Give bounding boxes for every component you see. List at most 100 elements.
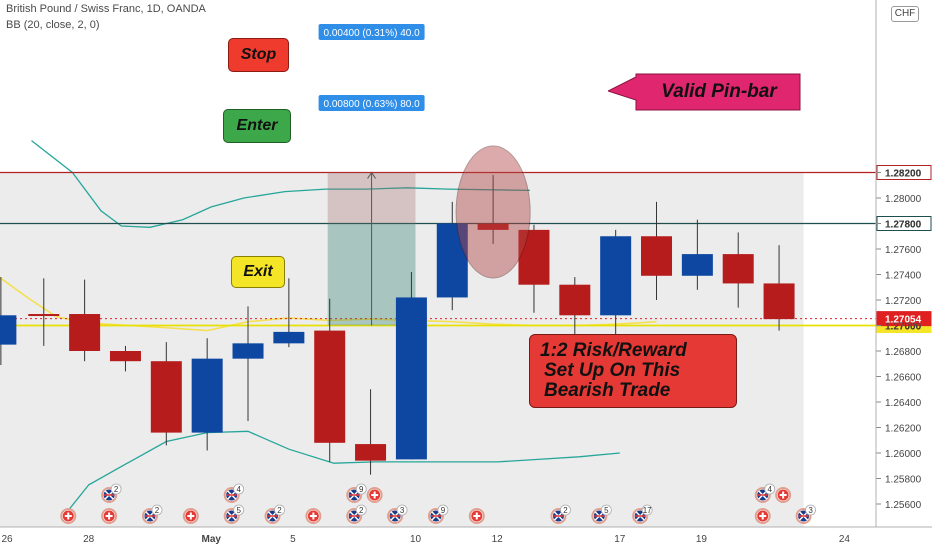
x-tick-label: 19 [696,534,708,545]
cross-horizontal [371,494,379,496]
candle-body[interactable] [191,358,223,433]
pinbar-highlight-ellipse [455,145,531,279]
event-count-text: 4 [767,485,772,494]
last-price-tag [876,311,932,327]
event-count-text: 2 [277,506,282,515]
event-count-badge [600,504,612,516]
event-count-badge [641,504,653,516]
x-tick-label: May [202,534,222,545]
y-tick-label: 1.25800 [885,475,922,486]
measure-label-text: 0.00400 (0.31%) 40.0 [323,28,420,39]
cross-horizontal [759,515,767,517]
x-tick-label: 24 [839,534,851,545]
risk-reward-note: 1:2 Risk/Reward Set Up On This Bearish T… [529,334,737,408]
y-tick-label: 1.27400 [885,271,922,282]
x-tick-label: 5 [290,534,296,545]
cross-horizontal [779,494,787,496]
measure-arrowhead [367,171,377,179]
cross-horizontal [105,515,113,517]
y-tick-label: 1.26400 [885,398,922,409]
event-count-text: 9 [359,485,364,494]
candle-body[interactable] [109,351,141,362]
event-count-text: 3 [400,506,405,515]
y-tick-label: 1.28000 [885,194,922,205]
candle-body[interactable] [232,343,264,359]
candle-body[interactable] [355,444,387,461]
event-count-text: 2 [114,485,119,494]
measure-label-box [318,24,425,40]
currency-badge[interactable]: CHF [891,6,919,22]
y-tick-label: 1.25600 [885,500,922,511]
candle-body[interactable] [763,283,795,320]
bb-upper-band [31,140,530,228]
candle-body[interactable] [314,330,346,443]
event-count-badge [355,483,367,495]
event-count-text: 3 [808,506,813,515]
stop-label: Stop [228,38,289,72]
x-tick-label: 28 [83,534,95,545]
event-count-text: 2 [359,506,364,515]
y-tick-label: 1.27600 [885,245,922,256]
candle-body[interactable] [477,223,509,230]
last-price-label: 1.27054 [885,315,922,326]
candle-body[interactable] [28,314,60,317]
event-count-badge [764,483,776,495]
candle-body[interactable] [681,254,713,276]
candle-body[interactable] [0,315,17,345]
y-tick-label: 1.26200 [885,424,922,435]
y-tick-label: 1.27200 [885,296,922,307]
callout-shape [608,73,801,111]
candle-body[interactable] [273,331,305,344]
exit-label: Exit [231,256,285,288]
x-tick-label: 17 [614,534,626,545]
cross-horizontal [187,515,195,517]
event-count-badge [110,483,122,495]
candle-body[interactable] [69,314,101,351]
note-line-1: 1:2 Risk/Reward [540,340,687,361]
event-count-text: 2 [563,506,568,515]
exit-price-label: 1.27000 [885,322,922,333]
event-count-text: 2 [155,506,160,515]
y-tick-label: 1.27800 [885,220,922,231]
candle-body[interactable] [436,223,468,298]
note-line-3: Bearish Trade [544,380,671,401]
candle-body[interactable] [395,297,427,460]
event-count-badge [437,504,449,516]
event-count-badge [560,504,571,516]
event-count-badge [274,504,285,516]
measure-label-text: 0.00800 (0.63%) 80.0 [323,99,420,110]
enter-price-label: 1.27800 [885,220,922,231]
y-tick-label: 1.26800 [885,347,922,358]
event-count-text: 9 [441,506,446,515]
valid-pinbar-callout: Valid Pin-bar [608,73,802,111]
candle-body[interactable] [518,229,550,285]
stop-price-label: 1.28200 [885,169,922,180]
candle-body[interactable] [722,254,754,284]
measure-label-box [318,95,425,111]
note-line-2: Set Up On This [544,360,681,381]
y-tick-label: 1.26600 [885,373,922,384]
pinbar-label: Valid Pin-bar [661,81,777,102]
event-count-text: 5 [236,506,241,515]
x-tick-label: 12 [492,534,504,545]
candle-body[interactable] [559,284,591,316]
indicator-title: BB (20, close, 2, 0) [6,19,100,31]
event-count-text: 5 [604,506,609,515]
y-tick-label: 1.28200 [885,169,922,180]
enter-label: Enter [223,109,291,143]
candle-body[interactable] [600,236,632,316]
symbol-title: British Pound / Swiss Franc, 1D, OANDA [6,3,206,15]
event-count-badge [233,483,245,495]
event-count-badge [396,504,408,516]
candle-body[interactable] [641,236,673,276]
bb-lower-band [67,430,620,511]
event-count-text: 4 [236,485,241,494]
x-tick-label: 26 [1,534,13,545]
x-tick-label: 10 [410,534,422,545]
cross-horizontal [64,515,72,517]
cross-horizontal [309,515,317,517]
candle-body[interactable] [150,361,182,433]
event-count-badge [355,504,367,516]
y-tick-label: 1.26000 [885,449,922,460]
